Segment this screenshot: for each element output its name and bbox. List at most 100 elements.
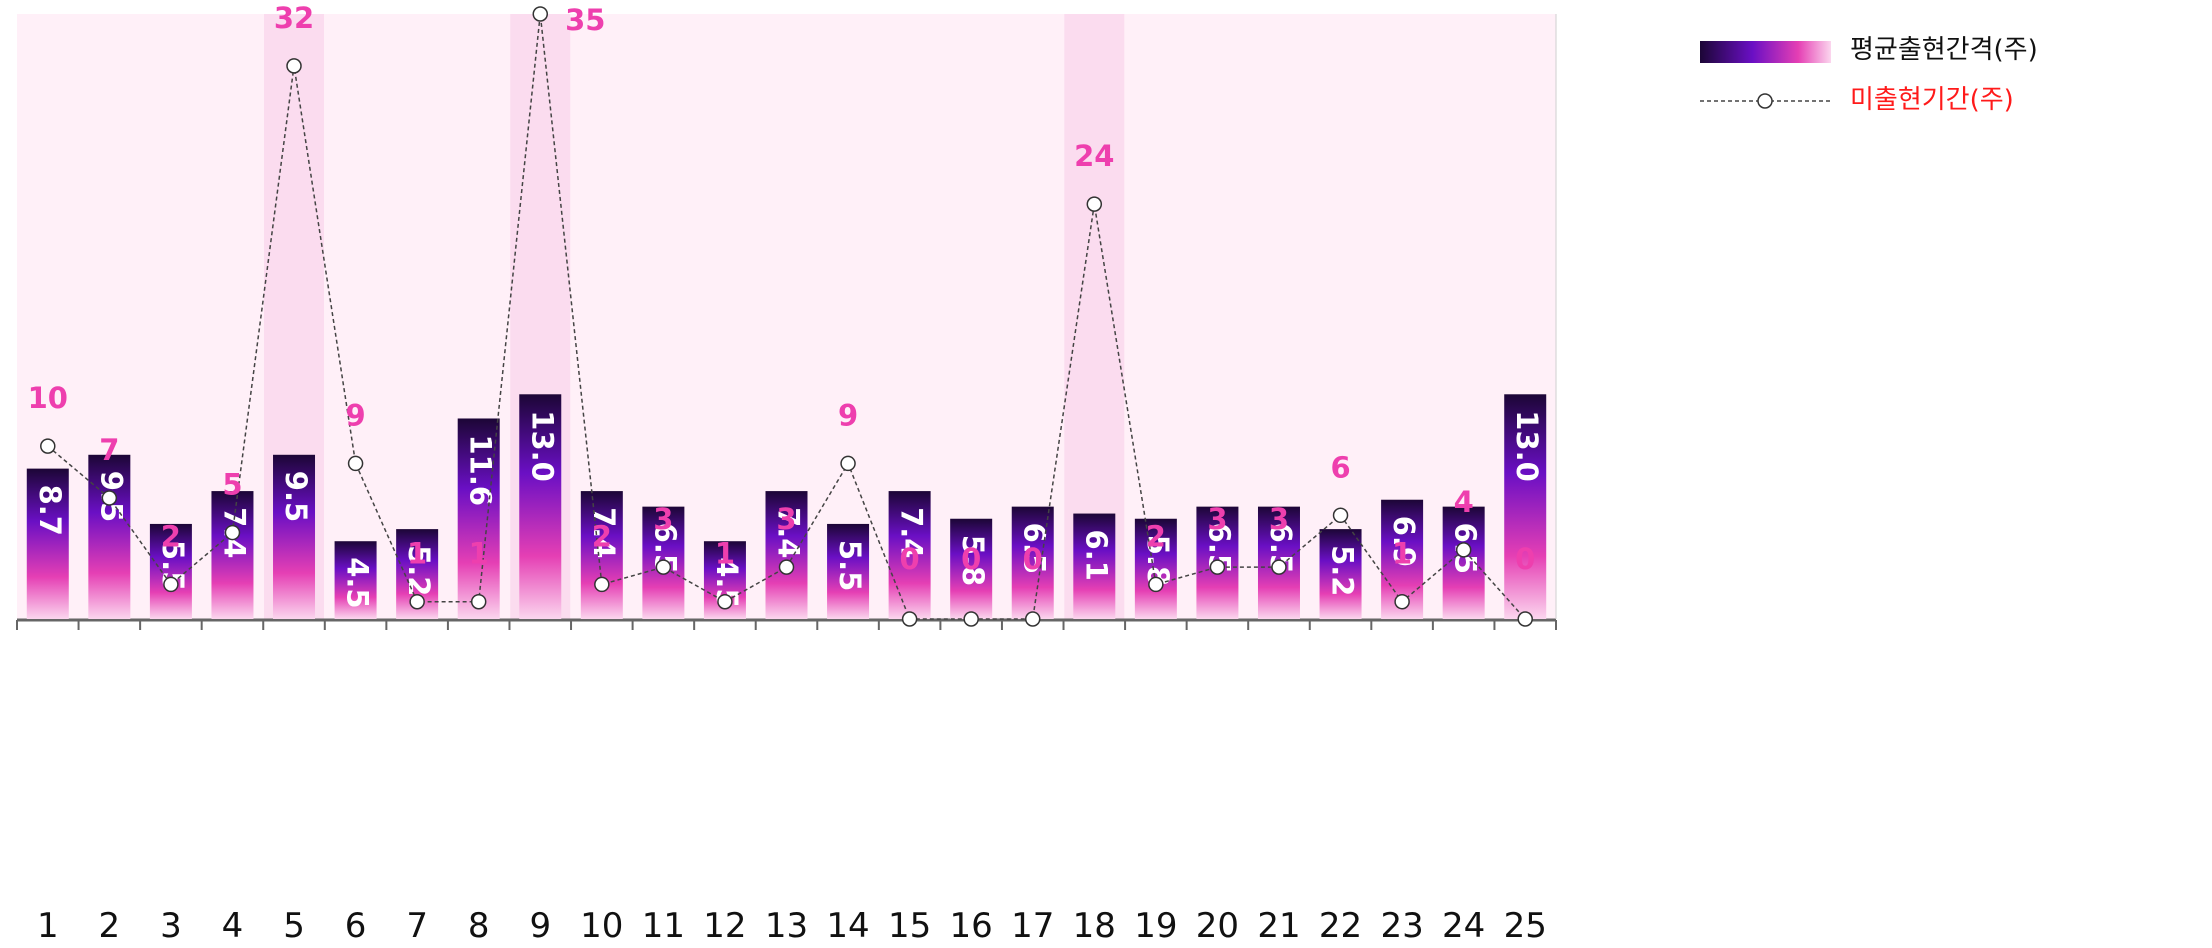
x-axis xyxy=(16,14,1557,630)
bar-value-label: 6.9 xyxy=(1387,516,1421,567)
line-value-label: 3 xyxy=(1207,502,1227,536)
line-value-label: 24 xyxy=(1074,139,1114,173)
x-tick-label: 18 xyxy=(1073,906,1116,946)
x-tick-label: 3 xyxy=(160,906,182,946)
line-value-label: 1 xyxy=(1392,537,1412,571)
line-value-label: 9 xyxy=(838,398,858,432)
bar-value-label: 8.7 xyxy=(33,485,67,536)
line-point xyxy=(101,490,118,506)
x-tick-label: 8 xyxy=(468,906,490,946)
bar-value-label: 13.0 xyxy=(525,410,559,482)
legend-label-line: 미출현기간(주) xyxy=(1850,85,2014,115)
line-value-label: 10 xyxy=(28,381,68,415)
bar xyxy=(519,394,562,619)
x-tick-label: 21 xyxy=(1257,906,1300,946)
x-tick-label: 20 xyxy=(1196,906,1239,946)
line-value-label: 32 xyxy=(274,1,314,35)
line-point xyxy=(532,6,549,22)
bar xyxy=(1073,513,1116,619)
bar xyxy=(1319,529,1362,619)
x-tick-label: 22 xyxy=(1319,906,1362,946)
line-point xyxy=(1024,611,1041,627)
x-tick-label: 10 xyxy=(580,906,623,946)
legend-swatch-bar xyxy=(1700,41,1831,63)
bar xyxy=(580,491,623,619)
line-point xyxy=(40,438,56,454)
bar-value-label: 5.5 xyxy=(833,540,867,591)
bar xyxy=(149,523,192,619)
line-series xyxy=(40,6,1533,627)
line-value-label: 4 xyxy=(1454,485,1474,519)
x-tick-label: 24 xyxy=(1442,906,1485,946)
line-value-label: 3 xyxy=(1269,502,1289,536)
x-tick-labels: 1 2 3 4 5 6 7 8 9 10 11 12 13 14 15 16 17 18 19 20 21 22 23 24 2… xyxy=(37,906,1547,946)
line-value-label: 0 xyxy=(900,542,920,576)
x-tick-label: 15 xyxy=(888,906,931,946)
bar-value-label: 5.8 xyxy=(956,535,990,586)
x-tick-label: 13 xyxy=(765,906,808,946)
line-value-label: 0 xyxy=(1023,542,1043,576)
bar xyxy=(273,454,316,619)
legend: 평균출현간격(주) 미출현기간(주) xyxy=(1700,35,2038,115)
bar xyxy=(827,523,870,619)
line-point xyxy=(1455,542,1472,558)
legend-swatch-marker xyxy=(1757,93,1773,109)
line-point xyxy=(347,455,364,472)
x-tick-label: 7 xyxy=(406,906,428,946)
bar xyxy=(26,468,69,619)
bar-value-label: 4.5 xyxy=(341,557,375,608)
line-point xyxy=(163,576,179,593)
bar xyxy=(888,491,931,619)
line-point xyxy=(1517,611,1533,627)
line-value-label: 1 xyxy=(715,537,735,571)
x-tick-label: 16 xyxy=(950,906,993,946)
line-value-label: 6 xyxy=(1330,450,1350,484)
bar xyxy=(1134,518,1177,619)
x-tick-label: 11 xyxy=(642,906,685,946)
line-point xyxy=(1209,559,1226,575)
bar xyxy=(1504,394,1547,619)
line-value-label: 2 xyxy=(161,519,181,553)
bar-value-label: 5.2 xyxy=(402,545,436,596)
line-point xyxy=(409,593,425,610)
x-tick-label: 9 xyxy=(529,906,551,946)
bar xyxy=(211,491,254,619)
line-point xyxy=(1148,576,1164,593)
bar xyxy=(765,491,808,619)
x-tick-label: 19 xyxy=(1134,906,1177,946)
bar xyxy=(334,541,377,619)
line-value-label: 0 xyxy=(1515,542,1535,576)
line-value-label: 9 xyxy=(345,398,365,432)
x-tick-label: 14 xyxy=(826,906,869,946)
line-value-label: 2 xyxy=(592,519,612,553)
x-tick-label: 2 xyxy=(99,906,121,946)
x-tick-label: 17 xyxy=(1011,906,1054,946)
line-point xyxy=(224,524,241,541)
line-point xyxy=(1271,559,1287,575)
line-value-label: 5 xyxy=(222,468,242,502)
line-point xyxy=(901,611,918,627)
line-point xyxy=(1086,196,1103,212)
bar-series xyxy=(26,394,1547,619)
line-point xyxy=(778,559,795,575)
line-value-label: 0 xyxy=(961,542,981,576)
x-tick-label: 5 xyxy=(283,906,305,946)
line-value-labels: 10 7 2 5 32 9 1 1 35 2 3 1 3 9 0 0 0 24 2 3 3 6 1 4 0 xyxy=(28,1,1536,576)
legend-label-bar: 평균출현간격(주) xyxy=(1850,35,2038,65)
line-value-label: 7 xyxy=(99,433,119,467)
line-value-label: 3 xyxy=(653,502,673,536)
bar-value-label: 7.4 xyxy=(772,507,806,558)
line-point xyxy=(963,611,979,627)
line-point xyxy=(1394,593,1410,610)
x-tick-label: 1 xyxy=(37,906,59,946)
x-tick-label: 23 xyxy=(1380,906,1423,946)
line-point xyxy=(655,559,672,575)
line-value-label: 35 xyxy=(565,3,605,37)
x-tick-label: 25 xyxy=(1504,906,1547,946)
bar-value-label: 13.0 xyxy=(1510,410,1544,482)
bar-value-label: 7.4 xyxy=(895,507,929,558)
line-point xyxy=(717,593,733,610)
line-point xyxy=(286,58,302,74)
line-point xyxy=(470,593,487,610)
